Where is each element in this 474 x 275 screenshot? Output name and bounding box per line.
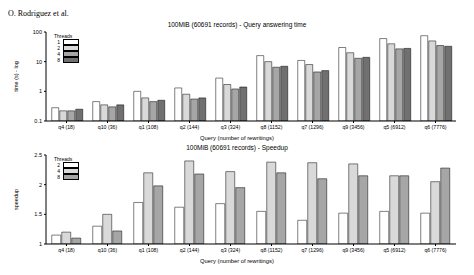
html-text:100MiB (60691 records) - Speed: 100MiB (60691 records) - Speedup xyxy=(186,144,288,151)
html-text:Query (number of rewritings): Query (number of rewritings) xyxy=(200,258,274,264)
svg-text:q5 (6912): q5 (6912) xyxy=(383,124,405,130)
svg-text:q3 (324): q3 (324) xyxy=(221,124,241,130)
svg-text:0.1: 0.1 xyxy=(34,118,42,124)
svg-text:q7 (1296): q7 (1296) xyxy=(301,124,323,130)
svg-text:100: 100 xyxy=(33,29,42,35)
svg-text:q3 (324): q3 (324) xyxy=(221,247,241,253)
html-text:8: 8 xyxy=(57,174,60,180)
svg-text:q7 (1296): q7 (1296) xyxy=(301,247,323,253)
svg-text:q8 (1152): q8 (1152) xyxy=(261,247,283,253)
svg-text:q10 (36): q10 (36) xyxy=(98,247,118,253)
svg-text:q10 (36): q10 (36) xyxy=(98,124,118,130)
html-text:Query (number of rewritings): Query (number of rewritings) xyxy=(200,135,274,141)
html-text:Threads: Threads xyxy=(54,33,73,39)
svg-text:q9 (3456): q9 (3456) xyxy=(342,247,364,253)
svg-text:q1 (108): q1 (108) xyxy=(139,247,159,253)
svg-text:q6 (7776): q6 (7776) xyxy=(424,247,446,253)
svg-text:q2 (144): q2 (144) xyxy=(180,247,200,253)
svg-text:2.5: 2.5 xyxy=(34,152,42,158)
svg-text:time (s) - log: time (s) - log xyxy=(13,61,19,92)
html-text:1: 1 xyxy=(57,39,60,45)
html-text:4: 4 xyxy=(57,168,60,174)
html-text:4: 4 xyxy=(57,51,60,57)
svg-text:10: 10 xyxy=(36,59,42,65)
svg-text:q1 (108): q1 (108) xyxy=(139,124,159,130)
svg-text:q6 (7776): q6 (7776) xyxy=(424,124,446,130)
svg-text:1: 1 xyxy=(39,241,42,247)
svg-text:1.5: 1.5 xyxy=(34,211,42,217)
html-text:2: 2 xyxy=(57,45,60,51)
svg-text:q4 (18): q4 (18) xyxy=(58,247,75,253)
html-text:8: 8 xyxy=(57,57,60,63)
svg-text:2: 2 xyxy=(39,182,42,188)
html-text:100MiB (60691 records) - Query: 100MiB (60691 records) - Query answering… xyxy=(167,21,307,28)
svg-text:q5 (6912): q5 (6912) xyxy=(383,247,405,253)
svg-text:speedup: speedup xyxy=(13,189,19,210)
svg-text:q4 (18): q4 (18) xyxy=(58,124,75,130)
svg-text:q8 (1152): q8 (1152) xyxy=(261,124,283,130)
svg-text:1: 1 xyxy=(39,88,42,94)
html-text:Threads: Threads xyxy=(54,156,73,162)
html-text:O. Rodriguez et al.: O. Rodriguez et al. xyxy=(8,9,69,18)
html-text:2: 2 xyxy=(57,162,60,168)
svg-text:q9 (3456): q9 (3456) xyxy=(342,124,364,130)
svg-text:q2 (144): q2 (144) xyxy=(180,124,200,130)
